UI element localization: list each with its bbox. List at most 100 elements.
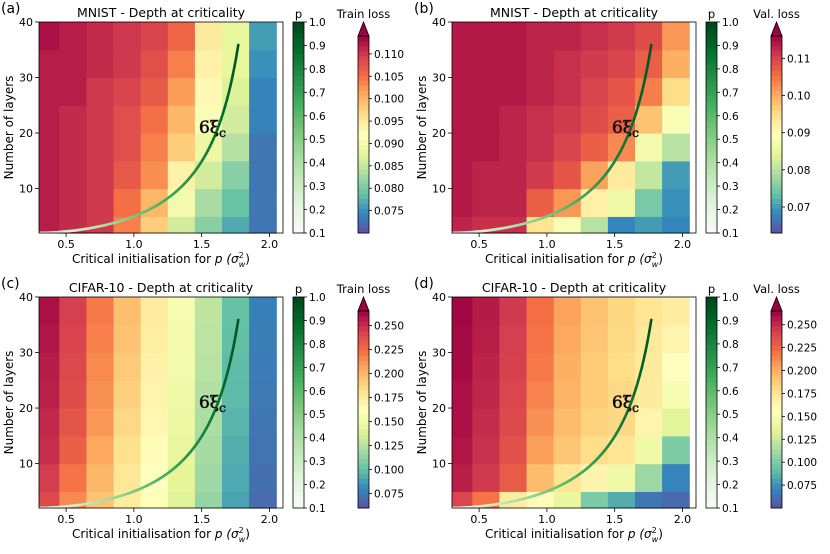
- heatmap-cell: [222, 160, 250, 190]
- p-colorbar-segment: [293, 455, 304, 462]
- loss-colorbar-segment: [358, 60, 369, 67]
- heatmap-cell: [635, 408, 663, 437]
- loss-colorbar-tick-label: 0.075: [787, 480, 817, 492]
- curve-segment: [644, 340, 649, 353]
- p-colorbar-segment: [706, 201, 717, 208]
- loss-colorbar-segment: [771, 311, 782, 317]
- loss-colorbar-segment: [358, 104, 369, 111]
- heatmap-cell: [167, 491, 196, 509]
- p-colorbar-segment: [293, 381, 304, 388]
- loss-colorbar-segment: [358, 493, 369, 499]
- loss-colorbar-segment: [358, 463, 369, 470]
- y-tick-label: 20: [432, 127, 446, 140]
- heatmap-cell: [580, 408, 609, 437]
- heatmap-cell: [194, 216, 223, 234]
- p-colorbar-tick-label: 0.5: [309, 134, 326, 146]
- p-colorbar-segment: [293, 132, 304, 139]
- loss-colorbar-segment: [771, 183, 782, 190]
- loss-colorbar-segment: [358, 85, 369, 91]
- x-tick-label: 2.0: [674, 238, 692, 251]
- heatmap-cell: [113, 408, 142, 437]
- p-colorbar-tick-label: 0.2: [722, 480, 739, 492]
- panel-title: CIFAR-10 - Depth at criticality: [69, 280, 254, 295]
- heatmap-cell: [167, 216, 196, 234]
- heatmap-cell: [59, 435, 88, 465]
- heatmap-cell: [472, 160, 501, 190]
- heatmap-cell: [452, 352, 473, 381]
- heatmap-cell: [39, 324, 60, 354]
- p-colorbar-segment: [706, 32, 717, 39]
- heatmap-cell: [526, 352, 555, 381]
- x-tick-label: 2.0: [261, 513, 279, 526]
- y-axis-label: Number of layers: [415, 76, 429, 180]
- heatmap-cell: [662, 188, 690, 217]
- p-colorbar-segment: [293, 407, 304, 414]
- p-colorbar-segment: [293, 449, 304, 456]
- loss-colorbar-tick-label: 0.095: [374, 116, 404, 128]
- curve-segment: [646, 330, 651, 343]
- p-colorbar-segment: [706, 106, 717, 113]
- p-colorbar-segment: [706, 138, 717, 144]
- loss-colorbar: Train loss 0.250 0.225 0.200 0.175 0.150 0.125…: [336, 282, 404, 509]
- p-colorbar-segment: [293, 53, 304, 60]
- loss-colorbar-segment: [771, 434, 782, 440]
- x-tick-label: 0.5: [57, 513, 75, 526]
- loss-colorbar-segment: [771, 394, 782, 401]
- p-colorbar-tick-label: 0.6: [309, 386, 326, 398]
- heatmap-cell: [635, 435, 663, 465]
- loss-colorbar-segment: [771, 80, 782, 86]
- x-tick-label: 0.5: [470, 513, 488, 526]
- loss-colorbar-segment: [358, 159, 369, 165]
- loss-colorbar-segment: [771, 139, 782, 145]
- loss-colorbar-segment: [771, 473, 782, 479]
- loss-colorbar-segment: [358, 379, 369, 386]
- heatmap-cell: [113, 324, 142, 354]
- p-colorbar-tick-label: 0.1: [309, 228, 326, 240]
- p-colorbar-segment: [706, 211, 717, 218]
- heatmap-cell: [222, 491, 250, 509]
- loss-colorbar-segment: [771, 173, 782, 180]
- p-colorbar-segment: [706, 492, 717, 498]
- curve-segment: [227, 83, 232, 94]
- x-tick-label: 1.0: [125, 238, 143, 251]
- p-colorbar-segment: [293, 127, 304, 134]
- loss-colorbar-segment: [771, 65, 782, 71]
- p-colorbar-segment: [706, 37, 717, 44]
- loss-colorbar-tick-label: 0.08: [787, 165, 810, 177]
- p-colorbar-tick-label: 0.8: [722, 339, 739, 351]
- heatmap-cell: [140, 77, 169, 106]
- heatmap-cell: [662, 216, 690, 234]
- heatmap-cell: [553, 491, 582, 509]
- heatmap-cell: [39, 105, 60, 134]
- loss-colorbar-segment: [358, 188, 369, 195]
- p-colorbar-segment: [706, 222, 717, 229]
- curve-segment: [229, 349, 234, 362]
- p-colorbar-segment: [293, 413, 304, 419]
- loss-colorbar-segment: [358, 404, 369, 410]
- heatmap-cell: [526, 380, 555, 409]
- loss-colorbar-tick-label: 0.100: [787, 457, 817, 469]
- p-colorbar-tick-label: 1.0: [722, 17, 739, 29]
- loss-colorbar-segment: [771, 154, 782, 160]
- p-colorbar-segment: [293, 90, 304, 97]
- heatmap-cell: [580, 491, 609, 509]
- panel-label: (c): [1, 276, 20, 292]
- loss-colorbar-segment: [771, 320, 782, 327]
- axes-frame: [451, 296, 697, 509]
- loss-colorbar-segment: [358, 55, 369, 62]
- panel-b: 6ξc 0.5 1.0 1.5 2.0 10 20 30 40 MNIST - Depth at …: [414, 1, 810, 269]
- heatmap-cell: [140, 160, 169, 190]
- heatmap-cell: [580, 49, 609, 79]
- critical-depth-curve: [37, 43, 240, 235]
- heatmap-cell: [140, 408, 169, 437]
- p-colorbar-segment: [293, 476, 304, 483]
- heatmap-cell: [499, 133, 528, 162]
- loss-colorbar-segment: [358, 119, 369, 126]
- heatmap-cell: [553, 380, 582, 409]
- loss-colorbar-segment: [771, 350, 782, 356]
- heatmap-cell: [607, 188, 636, 217]
- heatmap-cell: [553, 408, 582, 437]
- heatmap-cell: [249, 324, 277, 354]
- heatmap-cells: [39, 22, 277, 234]
